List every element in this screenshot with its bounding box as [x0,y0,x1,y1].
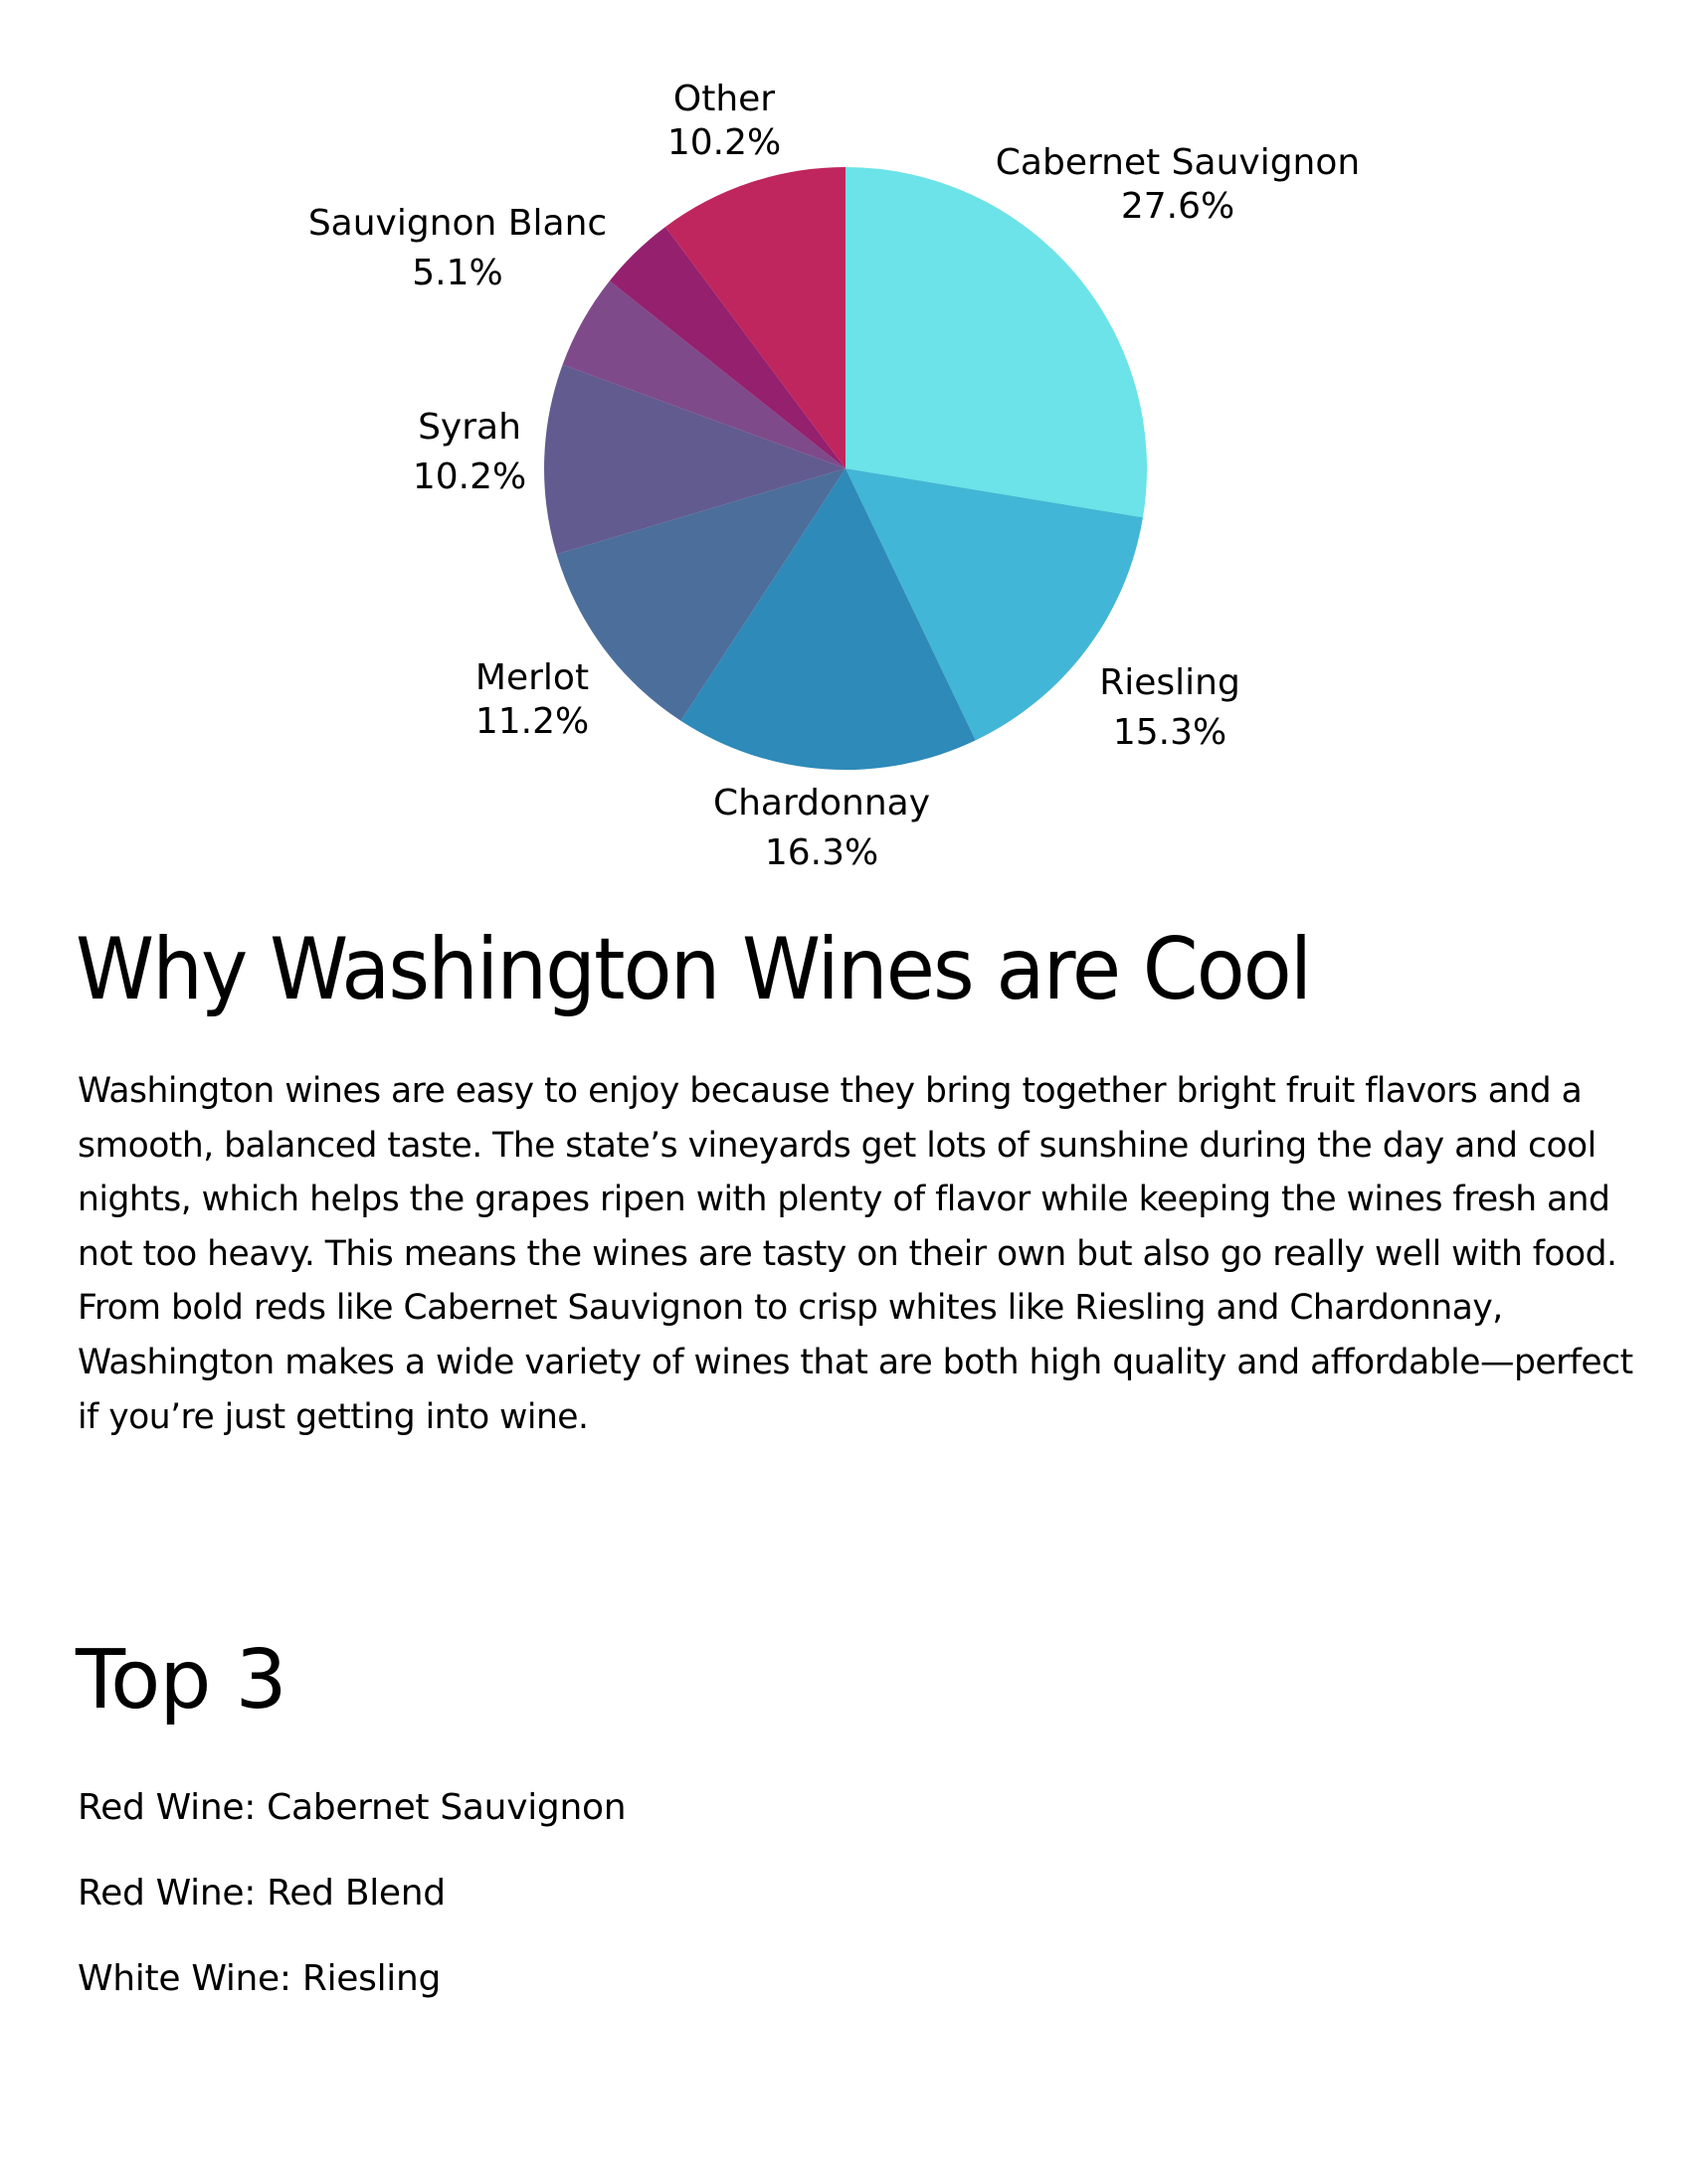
label-sauvignon-blanc-pct: 5.1% [412,253,503,293]
label-cabernet-pct: 27.6% [1120,186,1235,227]
label-chardonnay: Chardonnay 16.3% [713,779,930,878]
label-merlot: Merlot 11.2% [475,656,589,744]
label-other: Other 10.2% [667,78,781,165]
slice-cabernet-sauvignon [846,166,1148,518]
slice-chardonnay [680,468,976,771]
slice-syrah [544,364,846,555]
slice-other [664,167,846,468]
slice-riesling [846,468,1143,741]
label-syrah-pct: 10.2% [412,456,527,497]
label-syrah: Syrah 10.2% [413,403,526,502]
label-riesling-name: Riesling [1099,662,1240,703]
label-chardonnay-pct: 16.3% [764,832,879,873]
label-riesling: Riesling 15.3% [1099,658,1240,758]
label-riesling-pct: 15.3% [1112,712,1227,753]
label-other-pct: 10.2% [666,122,782,163]
article-body: Washington wines are easy to enjoy becau… [78,1071,1633,1437]
top3-item-3: White Wine: Riesling [78,1958,442,1999]
label-cabernet: Cabernet Sauvignon 27.6% [996,141,1360,229]
pie-chart [544,166,1148,771]
slice-sauvignon-blanc [562,280,846,468]
label-other-name: Other [672,79,776,119]
slice-unlabeled [609,227,846,468]
label-syrah-name: Syrah [418,407,521,448]
label-cabernet-name: Cabernet Sauvignon [995,142,1361,183]
top3-item-2: Red Wine: Red Blend [78,1873,446,1913]
top3-item-1: Red Wine: Cabernet Sauvignon [78,1787,627,1828]
label-merlot-name: Merlot [474,657,590,698]
label-chardonnay-name: Chardonnay [712,783,931,823]
label-merlot-pct: 11.2% [474,701,590,742]
label-sauvignon-blanc-name: Sauvignon Blanc [307,203,608,244]
label-sauvignon-blanc: Sauvignon Blanc 5.1% [308,199,607,298]
slice-merlot [556,468,846,721]
article-heading: Why Washington Wines are Cool [76,920,1312,1019]
top3-heading: Top 3 [76,1633,287,1728]
